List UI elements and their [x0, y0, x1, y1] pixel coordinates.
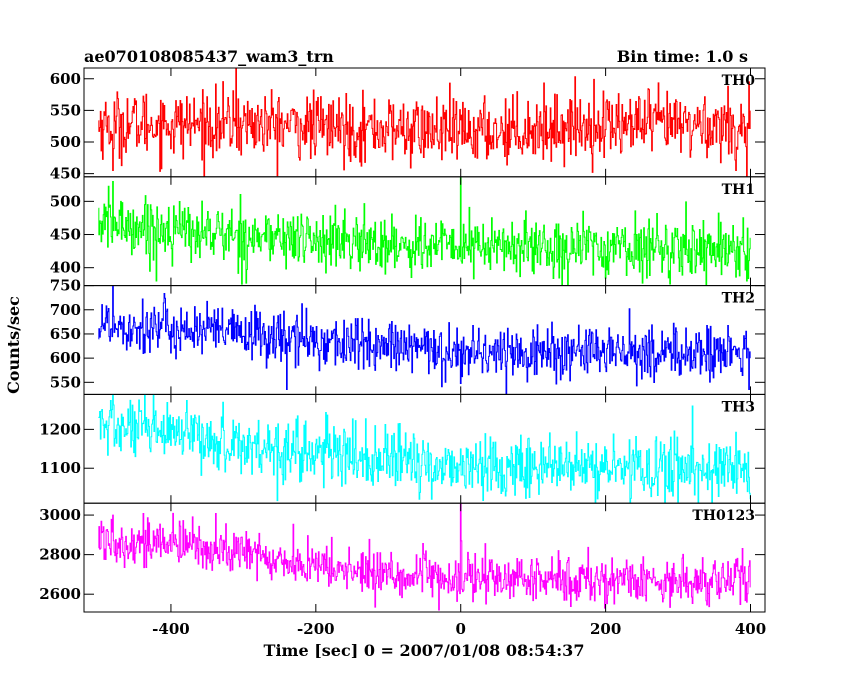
- y-tick-label: 550: [50, 101, 81, 119]
- x-tick-label: 200: [590, 620, 621, 638]
- y-tick-label: 600: [50, 70, 81, 88]
- chart-title: ae070108085437_wam3_trn: [84, 47, 334, 66]
- x-tick-label: -200: [297, 620, 335, 638]
- panel-label-th0123: TH0123: [692, 508, 755, 524]
- panel-label-th2: TH2: [722, 291, 755, 307]
- x-axis: -400 -200 0 200 400: [152, 620, 766, 638]
- y-tick-label: 500: [50, 133, 81, 151]
- y-tick-label: 750: [50, 277, 81, 295]
- y-tick-label: 1200: [39, 420, 81, 438]
- series-th0123-line: [98, 503, 751, 611]
- bin-time-label: Bin time: 1.0 s: [617, 47, 748, 66]
- y-tick-label: 450: [50, 165, 81, 183]
- panel-label-th0: TH0: [722, 73, 756, 89]
- panel-label-th3: TH3: [722, 399, 755, 415]
- y-tick-label: 600: [50, 349, 81, 367]
- y-tick-label: 400: [50, 259, 81, 277]
- y-tick-label: 450: [50, 226, 81, 244]
- x-axis-label: Time [sec] 0 = 2007/01/08 08:54:37: [264, 641, 585, 660]
- y-tick-label: 650: [50, 325, 81, 343]
- series-th0-line: [98, 68, 751, 177]
- x-tick-label: 0: [456, 620, 466, 638]
- y-tick-label: 550: [50, 373, 81, 391]
- panels-group: 450 500 550 600 TH0 400 450 500 TH1 550 600 650 700 7…: [39, 67, 766, 613]
- x-tick-label: -400: [152, 620, 190, 638]
- series-th2-line: [98, 285, 751, 395]
- y-axis-label: Counts/sec: [4, 296, 23, 394]
- y-tick-label: 1100: [39, 459, 81, 477]
- panel-th0: 450 500 550 600 TH0: [50, 67, 766, 183]
- y-tick-label: 500: [50, 192, 81, 210]
- series-th1-line: [98, 176, 751, 286]
- series-th3-line: [98, 394, 751, 504]
- x-tick-label: 400: [735, 620, 766, 638]
- panel-th1: 400 450 500 TH1: [50, 176, 766, 287]
- panel-th0123: 2600 2800 3000 TH0123: [39, 502, 766, 613]
- y-tick-label: 700: [50, 301, 81, 319]
- y-tick-label: 2600: [39, 585, 81, 603]
- panel-th3: 1100 1200 TH3: [39, 393, 766, 504]
- panel-th2: 550 600 650 700 750 TH2: [50, 277, 766, 395]
- panel-label-th1: TH1: [722, 182, 755, 198]
- y-tick-label: 3000: [39, 506, 81, 524]
- y-tick-label: 2800: [39, 546, 81, 564]
- panel-frame: [83, 502, 766, 613]
